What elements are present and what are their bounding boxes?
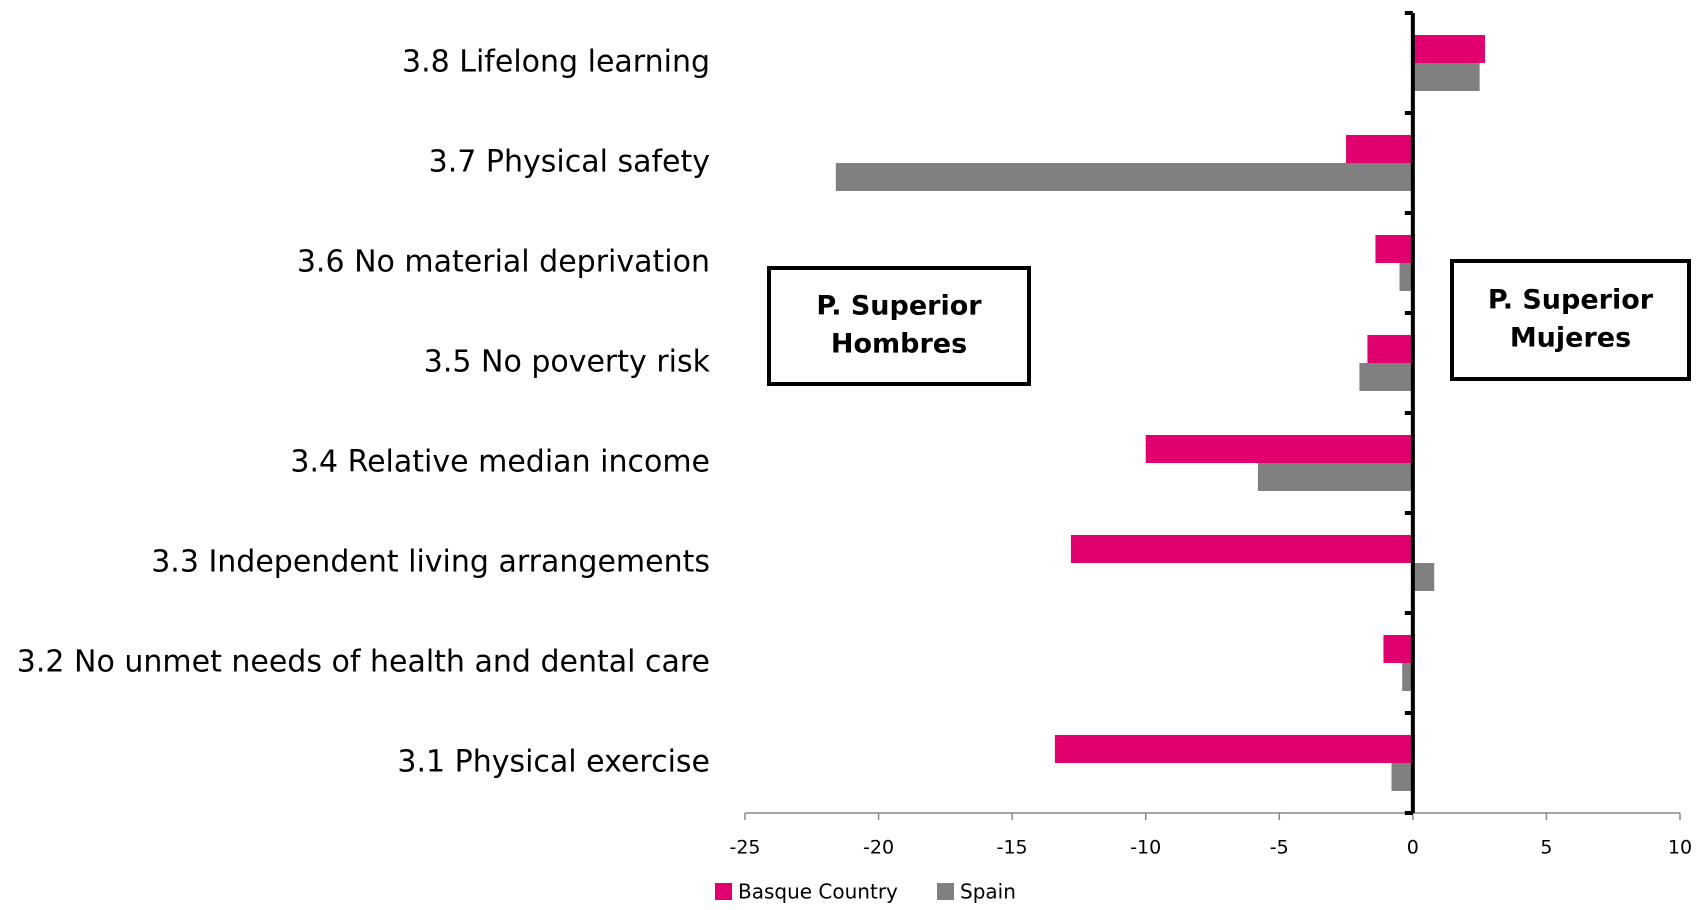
bar [1412,563,1435,591]
bar [1399,263,1413,291]
annotation-text: P. Superior [816,291,982,322]
category-label: 3.2 No unmet needs of health and dental … [17,645,710,680]
bar [1391,763,1413,791]
category-label: 3.4 Relative median income [290,445,710,480]
category-label: 3.7 Physical safety [429,145,710,180]
bar [1367,335,1413,363]
legend-label: Spain [960,880,1016,904]
bar [1375,235,1413,263]
bar [1054,735,1413,763]
bar [835,163,1413,191]
annotation-text: Mujeres [1510,323,1631,354]
x-tick-label: -5 [1270,837,1289,859]
legend-label: Basque Country [738,880,898,904]
annotation-text: Hombres [831,329,967,360]
x-tick-label: 10 [1668,837,1692,859]
bar [1257,463,1413,491]
bar [1412,63,1480,91]
annotation-box [1450,259,1691,381]
category-label: 3.8 Lifelong learning [402,45,710,80]
x-tick-label: 0 [1407,837,1419,859]
category-label: 3.3 Independent living arrangements [151,545,710,580]
bar [1383,635,1413,663]
category-label: 3.6 No material deprivation [297,245,710,280]
legend-swatch [715,883,732,900]
x-tick-label: 5 [1540,837,1552,859]
bar [1346,135,1413,163]
category-label: 3.1 Physical exercise [397,745,710,780]
x-tick-label: -20 [863,837,894,859]
annotation-text: P. Superior [1488,285,1654,316]
annotation-box [767,266,1031,386]
bar [1070,535,1413,563]
bar [1402,663,1413,691]
legend-swatch [937,883,954,900]
category-label: 3.5 No poverty risk [424,345,711,380]
x-tick-label: -15 [997,837,1028,859]
x-tick-label: -25 [729,837,760,859]
bar [1145,435,1413,463]
bar [1359,363,1413,391]
bar [1412,35,1485,63]
x-tick-label: -10 [1130,837,1161,859]
